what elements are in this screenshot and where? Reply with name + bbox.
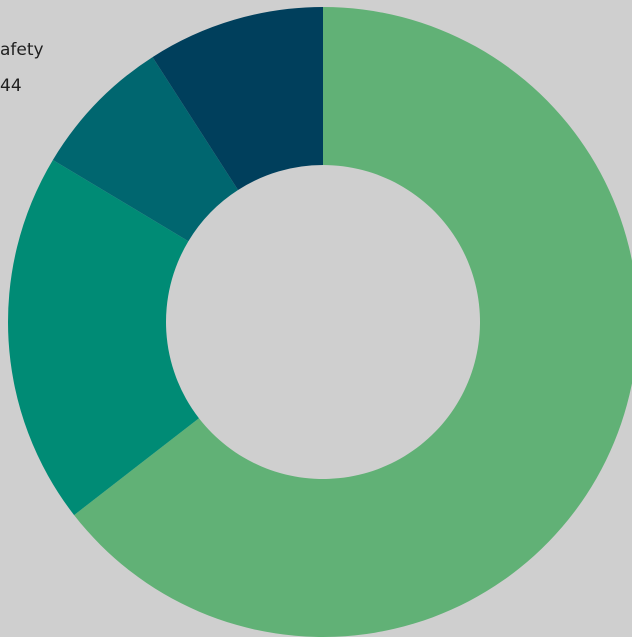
donut-slice-4	[152, 7, 323, 190]
slice-label-line1: afety	[0, 40, 44, 60]
slice-label-line2: 44	[0, 76, 22, 96]
donut-slices	[8, 7, 632, 637]
donut-slice-3	[52, 57, 239, 242]
donut-slice-1	[74, 7, 632, 637]
donut-slice-2	[8, 159, 199, 516]
